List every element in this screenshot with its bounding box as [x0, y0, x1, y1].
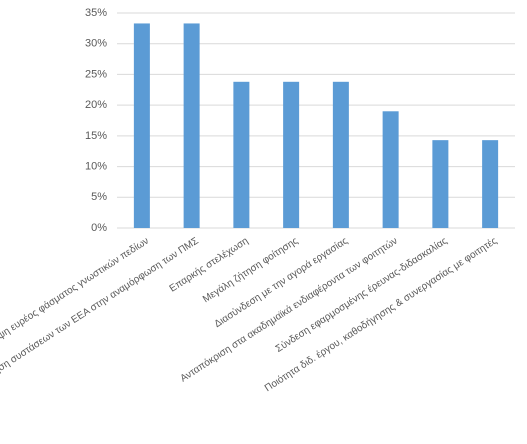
bar: [382, 111, 399, 228]
bar: [332, 81, 349, 228]
x-tick-label: Κάλυψη ευρέος φάσματος γνωστικών πεδίων: [0, 235, 151, 354]
bar: [283, 81, 300, 228]
bar: [233, 81, 250, 228]
y-tick-label: 25%: [85, 68, 107, 80]
bar: [183, 23, 200, 229]
x-tick-label: Μεγάλη ζήτηση φοίτησης: [201, 235, 301, 306]
y-tick-label: 10%: [85, 160, 107, 172]
bar: [482, 140, 499, 228]
y-tick-label: 35%: [85, 7, 107, 19]
bar: [133, 23, 150, 229]
y-tick-label: 15%: [85, 130, 107, 142]
y-tick-label: 5%: [91, 191, 107, 203]
y-tick-label: 0%: [91, 222, 107, 234]
x-tick-label: Σύνδεση εφαρμοσμένης έρευνας-διδασκαλίας: [273, 235, 449, 355]
bar: [432, 140, 449, 228]
x-tick-label: Επαρκής στελέχωση: [167, 235, 250, 295]
y-tick-label: 30%: [85, 38, 107, 50]
y-tick-label: 20%: [85, 99, 107, 111]
x-tick-label: Ποιότητα διδ. έργου, καθοδήγησης & συνερ…: [262, 235, 499, 395]
